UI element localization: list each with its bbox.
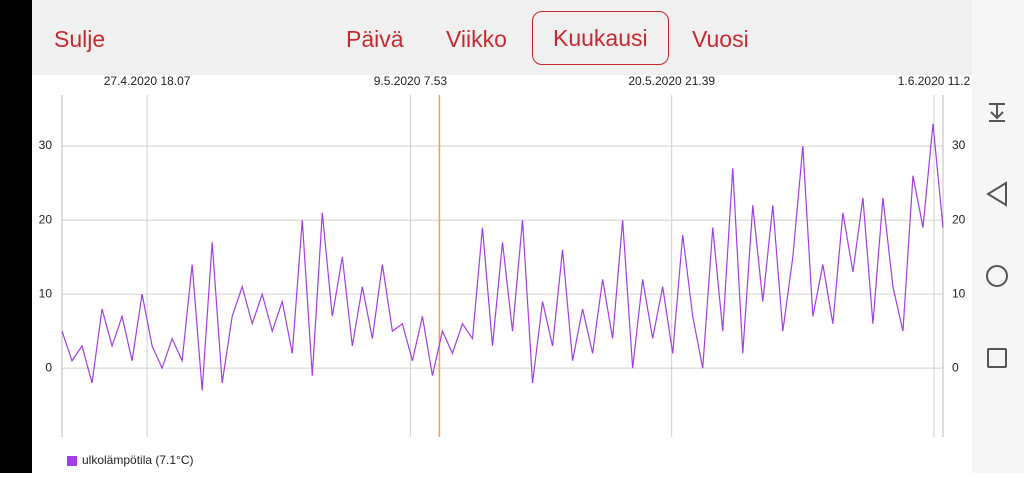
- y-tick-label-right: 20: [952, 212, 966, 226]
- close-button[interactable]: Sulje: [54, 26, 106, 52]
- chart: 0 0 10 10 20 20 30 30 27.4.2020 18.07 9.5.2020 7.…: [39, 75, 971, 467]
- y-tick-label-right: 30: [952, 138, 966, 152]
- tab[interactable]: Vuosi: [692, 26, 749, 52]
- collapse-icon[interactable]: [989, 103, 1005, 122]
- nav-icons: [986, 103, 1008, 368]
- recent-icon[interactable]: [987, 348, 1007, 368]
- x-tick-label: 27.4.2020 18.07: [104, 75, 191, 88]
- back-icon[interactable]: [986, 181, 1007, 207]
- y-tick-label-right: 10: [952, 286, 966, 300]
- tab[interactable]: Päivä: [346, 26, 404, 52]
- x-tick-label: 9.5.2020 7.53: [374, 75, 448, 88]
- status-edge: [0, 0, 32, 473]
- toolbar: Sulje Päivä Viikko Kuukausi Vuosi: [32, 0, 972, 75]
- y-tick-label: 20: [39, 212, 53, 226]
- tab[interactable]: Kuukausi: [532, 11, 669, 65]
- y-tick-label: 30: [39, 138, 53, 152]
- legend-label: ulkolämpötila (7.1°C): [82, 453, 194, 467]
- home-icon[interactable]: [986, 265, 1008, 287]
- y-tick-label: 0: [45, 360, 52, 374]
- tab[interactable]: Viikko: [446, 26, 507, 52]
- nav-bar: [972, 0, 1024, 473]
- y-tick-label-right: 0: [952, 360, 959, 374]
- legend-swatch: [67, 456, 77, 466]
- data-line: [61, 123, 944, 391]
- x-tick-label: 20.5.2020 21.39: [628, 75, 715, 88]
- x-tick-label: 1.6.2020 11.2: [898, 75, 971, 88]
- y-tick-label: 10: [39, 286, 53, 300]
